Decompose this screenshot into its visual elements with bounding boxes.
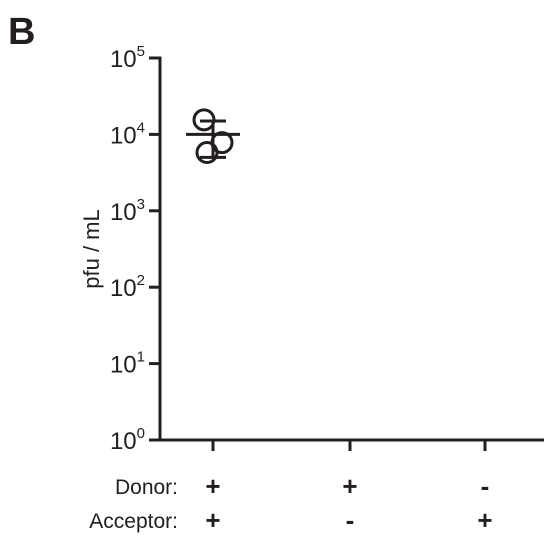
data-marks: [186, 108, 240, 164]
y-tick-exponent-4: 4: [137, 119, 145, 136]
y-tick-exponent-1: 1: [137, 349, 145, 366]
y-tick-label-1: 101: [110, 349, 145, 379]
y-tick-label-3: 103: [110, 196, 145, 226]
panel-label: B: [8, 11, 35, 53]
y-tick-label-5: 105: [110, 43, 145, 73]
y-tick-base-0: 10: [110, 428, 137, 455]
condition-symbol-1-2: +: [477, 505, 492, 535]
condition-symbol-0-2: -: [481, 471, 490, 501]
y-tick-base-4: 10: [110, 122, 137, 149]
y-tick-exponent-5: 5: [137, 43, 145, 60]
condition-table: Donor: + + - Acceptor: + - +: [89, 471, 492, 535]
condition-symbol-1-1: -: [346, 505, 355, 535]
condition-symbol-0-0: +: [205, 471, 220, 501]
y-tick-label-0: 100: [110, 425, 145, 455]
y-tick-label-2: 102: [110, 272, 145, 302]
condition-symbol-0-1: +: [342, 471, 357, 501]
y-axis-label: pfu / mL: [79, 209, 104, 288]
data-point-0-2: [195, 140, 219, 164]
condition-label-1: Acceptor:: [89, 510, 178, 533]
condition-symbol-1-0: +: [205, 505, 220, 535]
condition-label-0: Donor:: [115, 476, 178, 499]
data-point-0-0: [192, 108, 216, 132]
y-tick-label-4: 104: [110, 119, 145, 149]
y-tick-base-1: 10: [110, 352, 137, 379]
y-tick-exponent-0: 0: [137, 425, 145, 442]
y-axis-label-group: pfu / mL: [79, 209, 104, 288]
y-tick-base-2: 10: [110, 275, 137, 302]
y-tick-exponent-2: 2: [137, 272, 145, 289]
y-tick-exponent-3: 3: [137, 196, 145, 213]
y-tick-base-5: 10: [110, 46, 137, 73]
y-tick-base-3: 10: [110, 199, 137, 226]
x-axis: [158, 438, 544, 451]
